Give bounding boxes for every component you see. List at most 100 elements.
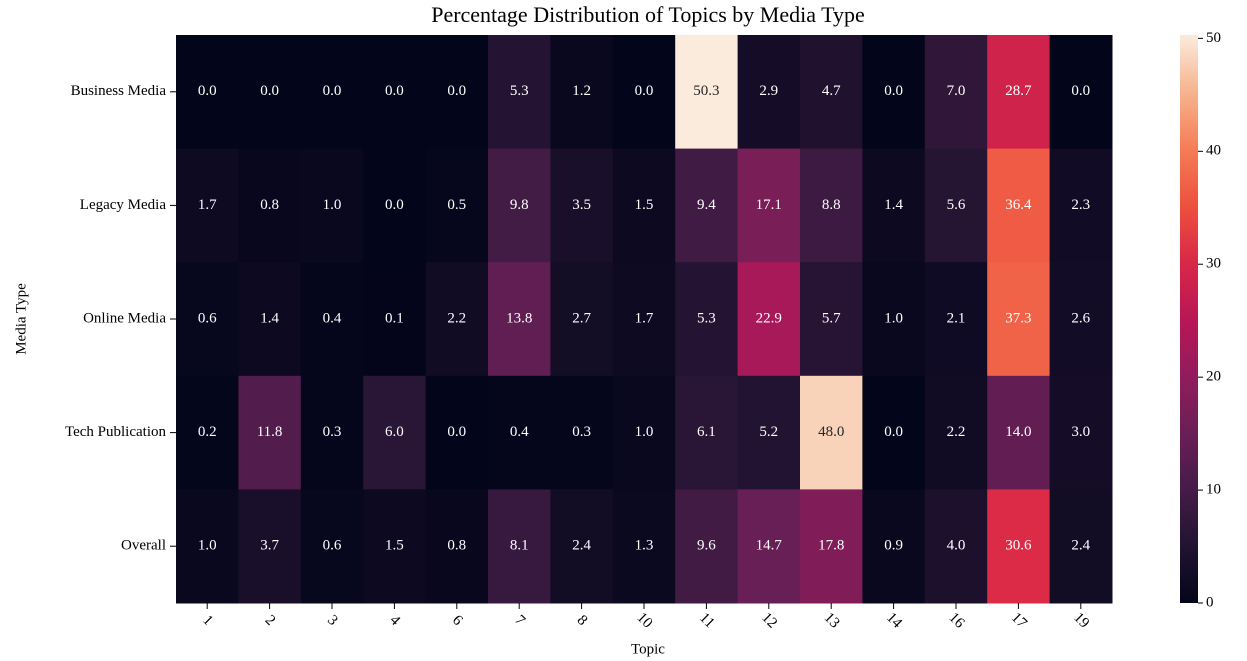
heatmap-cell <box>612 262 676 377</box>
cell-label: 1.7 <box>635 310 654 326</box>
cell-label: 0.4 <box>510 424 529 440</box>
heatmap-cell <box>737 35 801 150</box>
cell-label: 0.0 <box>884 83 903 99</box>
heatmap-cell <box>300 262 364 377</box>
cell-label: 50.3 <box>693 83 719 99</box>
cell-label: 2.3 <box>1071 197 1090 213</box>
cell-label: 8.8 <box>822 197 841 213</box>
cell-label: 0.0 <box>260 83 279 99</box>
y-tick-label: Legacy Media <box>80 197 167 213</box>
heatmap-cell <box>363 375 427 490</box>
cell-label: 1.5 <box>385 538 404 554</box>
cell-label: 37.3 <box>1005 310 1031 326</box>
heatmap-cell <box>300 35 364 150</box>
heatmap-cell <box>1049 35 1113 150</box>
heatmap-cell <box>488 489 551 604</box>
heatmap-cell <box>425 262 489 377</box>
cell-label: 17.8 <box>818 538 844 554</box>
colorbar-tick-label: 10 <box>1206 482 1221 498</box>
heatmap-cell <box>800 35 863 150</box>
heatmap-cell <box>1049 489 1113 604</box>
x-tick-label: 11 <box>696 610 718 632</box>
cell-label: 1.4 <box>260 310 279 326</box>
x-tick-label: 14 <box>883 610 905 632</box>
cell-label: 0.0 <box>1071 83 1090 99</box>
heatmap-cell <box>488 375 551 490</box>
cell-label: 1.4 <box>884 197 903 213</box>
heatmap-cell <box>612 375 676 490</box>
cell-label: 0.0 <box>635 83 654 99</box>
cell-label: 0.6 <box>198 310 217 326</box>
heatmap-cell <box>987 375 1051 490</box>
x-tick-label: 7 <box>511 612 528 629</box>
cell-label: 6.0 <box>385 424 404 440</box>
heatmap-cell <box>238 148 302 263</box>
x-tick-label: 1 <box>199 612 216 629</box>
chart-title: Percentage Distribution of Topics by Med… <box>431 2 865 27</box>
cell-label: 14.7 <box>756 538 783 554</box>
cell-label: 2.2 <box>947 424 966 440</box>
x-tick-label: 2 <box>262 612 279 629</box>
cell-label: 11.8 <box>257 424 283 440</box>
y-tick-label: Overall <box>121 538 166 554</box>
heatmap-cell <box>1049 148 1113 263</box>
heatmap-cell <box>300 148 364 263</box>
x-tick-label: 4 <box>386 612 403 629</box>
heatmap-cell <box>363 35 427 150</box>
heatmap-cell <box>176 262 239 377</box>
x-tick-label: 19 <box>1070 610 1092 632</box>
y-tick-label: Tech Publication <box>65 424 167 440</box>
cell-label: 5.6 <box>947 197 966 213</box>
heatmap-cell <box>800 148 863 263</box>
cell-label: 1.0 <box>198 538 217 554</box>
heatmap-cell <box>924 262 988 377</box>
cell-label: 1.2 <box>572 83 591 99</box>
heatmap-cell <box>987 35 1051 150</box>
cell-label: 9.4 <box>697 197 716 213</box>
cell-label: 1.0 <box>884 310 903 326</box>
heatmap-cell <box>550 148 614 263</box>
colorbar-tick-label: 50 <box>1206 30 1221 46</box>
cell-label: 1.7 <box>198 197 217 213</box>
cell-label: 0.9 <box>884 538 903 554</box>
cell-label: 0.1 <box>385 310 404 326</box>
x-tick-label: 17 <box>1008 610 1030 632</box>
heatmap-cell <box>425 148 489 263</box>
x-tick-label: 10 <box>633 610 655 632</box>
cell-label: 1.5 <box>635 197 654 213</box>
colorbar-tick-label: 0 <box>1206 594 1214 610</box>
heatmap-cell <box>238 375 302 490</box>
heatmap-cell <box>612 489 676 604</box>
heatmap-cell <box>924 375 988 490</box>
heatmap-cell <box>800 489 863 604</box>
cell-label: 0.5 <box>447 197 466 213</box>
cell-label: 17.1 <box>756 197 782 213</box>
cell-label: 3.5 <box>572 197 591 213</box>
heatmap-cell <box>675 262 739 377</box>
heatmap-cell <box>238 35 302 150</box>
colorbar <box>1180 35 1198 603</box>
heatmap-cell <box>800 375 863 490</box>
x-tick-label: 6 <box>449 612 466 629</box>
cell-label: 0.0 <box>323 83 342 99</box>
heatmap-cell <box>488 262 551 377</box>
cell-label: 5.7 <box>822 310 841 326</box>
cell-label: 0.0 <box>447 83 466 99</box>
x-tick-label: 16 <box>945 610 967 632</box>
cell-label: 8.1 <box>510 538 529 554</box>
heatmap-cell <box>924 489 988 604</box>
cell-label: 1.0 <box>323 197 342 213</box>
cell-label: 2.1 <box>947 310 966 326</box>
heatmap-cell <box>363 148 427 263</box>
heatmap-cell <box>1049 375 1113 490</box>
heatmap-cell <box>176 35 239 150</box>
cell-label: 6.1 <box>697 424 716 440</box>
y-axis-label: Media Type <box>13 283 29 355</box>
heatmap-cell <box>675 375 739 490</box>
cell-label: 0.0 <box>385 83 404 99</box>
cell-label: 0.2 <box>198 424 217 440</box>
cell-label: 9.8 <box>510 197 529 213</box>
cell-label: 22.9 <box>756 310 782 326</box>
cell-label: 0.0 <box>447 424 466 440</box>
cell-label: 5.3 <box>510 83 529 99</box>
